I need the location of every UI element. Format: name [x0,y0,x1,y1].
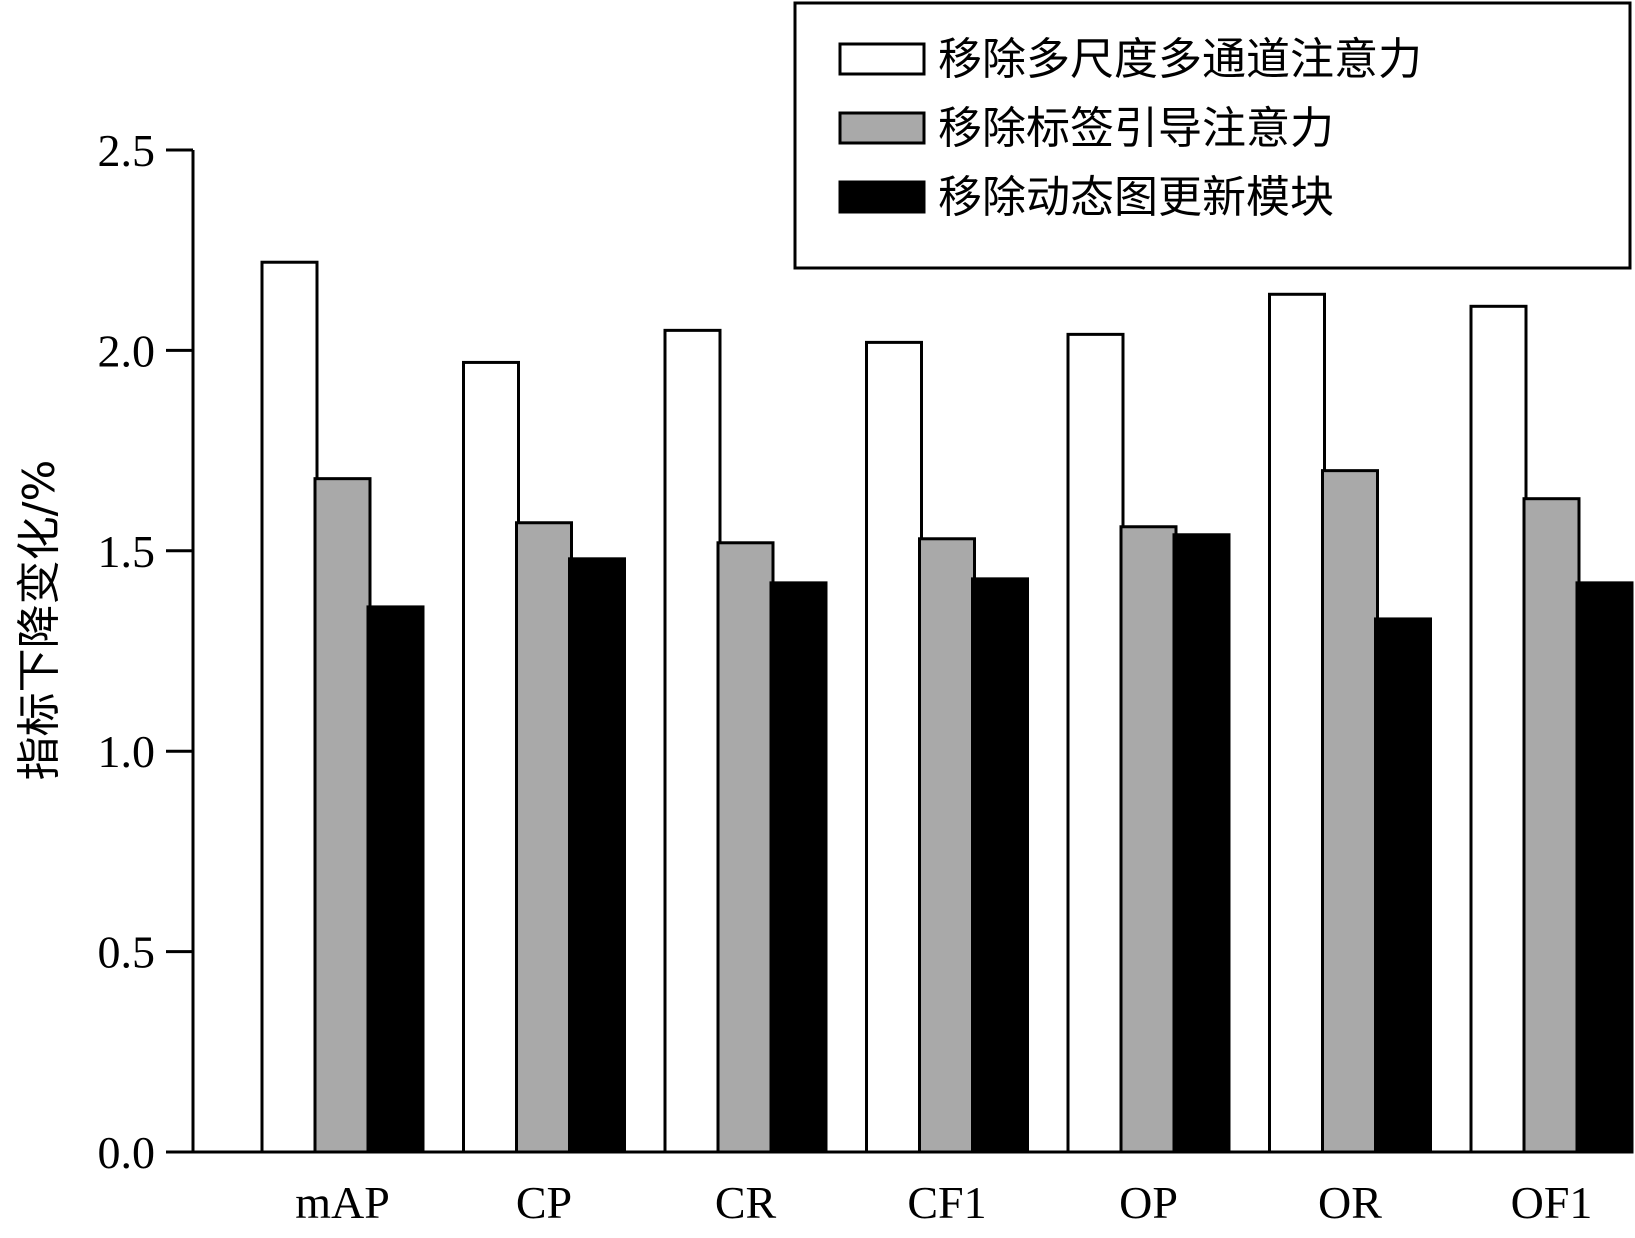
x-tick-label: CP [516,1177,572,1228]
bar [663,328,722,1154]
bar [1172,533,1231,1154]
y-tick-label: 0.5 [98,927,156,978]
bar [971,577,1029,1154]
x-tick-label: OF1 [1511,1177,1593,1228]
x-tick-label: OR [1318,1177,1382,1228]
bar [366,605,425,1154]
x-tick-label: CF1 [907,1177,986,1228]
y-axis: 0.0 0.5 1.0 1.5 2.0 2.5 [98,125,195,1178]
legend-label: 移除多尺度多通道注意力 [938,34,1422,85]
bar [865,340,923,1154]
bar [769,581,828,1154]
y-tick-label: 1.0 [98,726,156,777]
bar [515,521,573,1154]
legend-swatch [838,180,926,214]
bar [1268,292,1326,1154]
bar [313,477,372,1154]
bar [918,537,976,1154]
x-tick-label: OP [1119,1177,1178,1228]
legend-swatch [838,111,926,145]
x-axis: mAP CP CR CF1 OP OR OF1 [193,1150,1630,1228]
x-tick-label: CR [715,1177,777,1228]
legend-swatch [838,42,926,76]
bar [1522,497,1581,1154]
bar [260,260,319,1154]
bar [1374,617,1432,1154]
legend: 移除多尺度多通道注意力 移除标签引导注意力 移除动态图更新模块 [793,1,1632,270]
bar [716,541,775,1154]
legend-frame [793,1,1632,270]
bars [260,260,1634,1154]
y-tick-label: 1.5 [98,526,156,577]
y-tick-label: 0.0 [98,1127,156,1178]
bar [462,360,520,1154]
bar [1469,304,1528,1154]
y-axis-label: 指标下降变化/% [14,460,65,781]
bar [1066,332,1125,1154]
bar [1321,469,1379,1154]
bar [568,557,626,1154]
bar [1575,581,1634,1154]
legend-label: 移除动态图更新模块 [938,172,1334,223]
y-tick-label: 2.5 [98,125,156,176]
x-tick-label: mAP [295,1177,390,1228]
y-tick-label: 2.0 [98,325,156,376]
legend-label: 移除标签引导注意力 [938,103,1334,154]
bar [1119,525,1178,1154]
